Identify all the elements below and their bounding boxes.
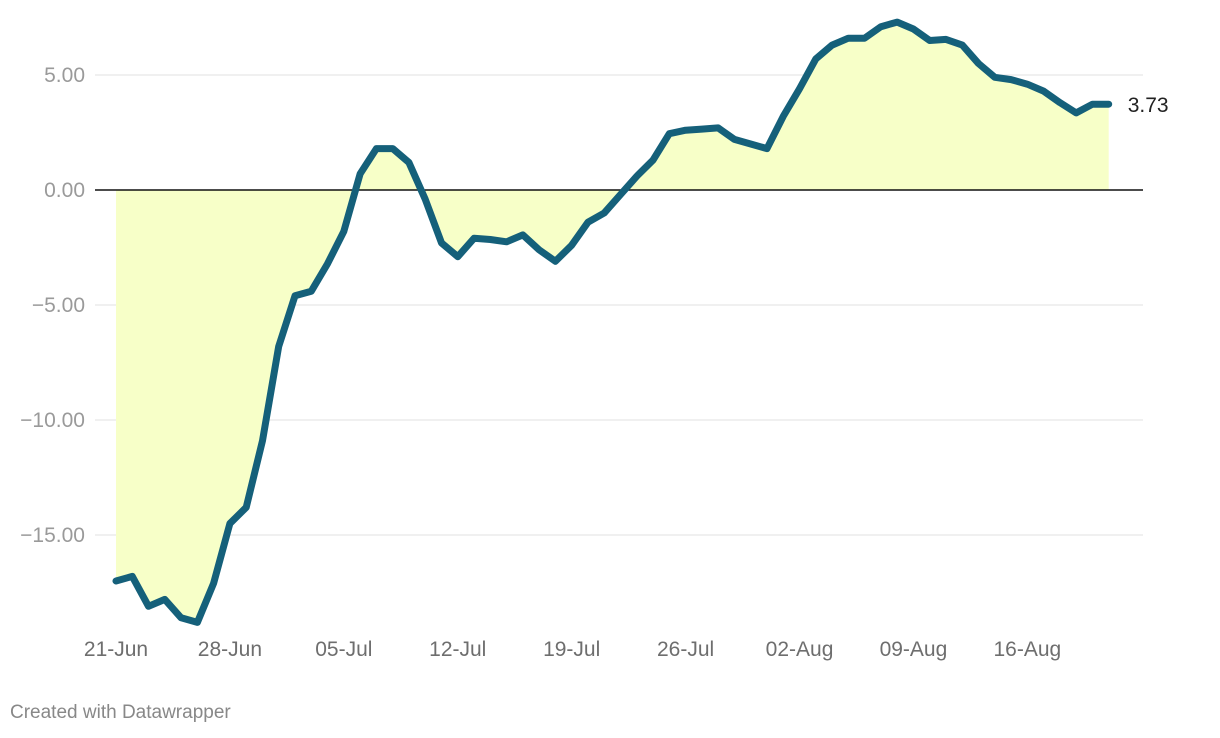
x-tick-label: 19-Jul [543, 638, 600, 661]
y-tick-label: 5.00 [44, 64, 85, 87]
x-tick-label: 09-Aug [880, 638, 948, 661]
footer-credit: Created with Datawrapper [10, 702, 231, 723]
end-value-label: 3.73 [1128, 94, 1169, 117]
x-axis-ticks: 21-Jun 28-Jun 05-Jul 12-Jul 19-Jul 26-Jul 02-A… [84, 638, 1061, 661]
y-tick-label: −15.00 [20, 524, 85, 547]
x-tick-label: 16-Aug [993, 638, 1061, 661]
x-tick-label: 12-Jul [429, 638, 486, 661]
y-tick-label: 0.00 [44, 179, 85, 202]
x-tick-label: 05-Jul [315, 638, 372, 661]
y-axis-ticks: 5.00 0.00 −5.00 −10.00 −15.00 [20, 64, 85, 547]
series-line [112, 18, 1113, 626]
x-tick-label: 26-Jul [657, 638, 714, 661]
x-tick-label: 28-Jun [198, 638, 262, 661]
x-tick-label: 21-Jun [84, 638, 148, 661]
area-fill [116, 22, 1109, 623]
y-tick-label: −5.00 [32, 294, 85, 317]
data-labels: 3.73 [1128, 94, 1169, 117]
area-fill-layer [116, 22, 1109, 623]
x-tick-label: 02-Aug [766, 638, 834, 661]
series-line-layer [112, 18, 1113, 626]
y-tick-label: −10.00 [20, 409, 85, 432]
